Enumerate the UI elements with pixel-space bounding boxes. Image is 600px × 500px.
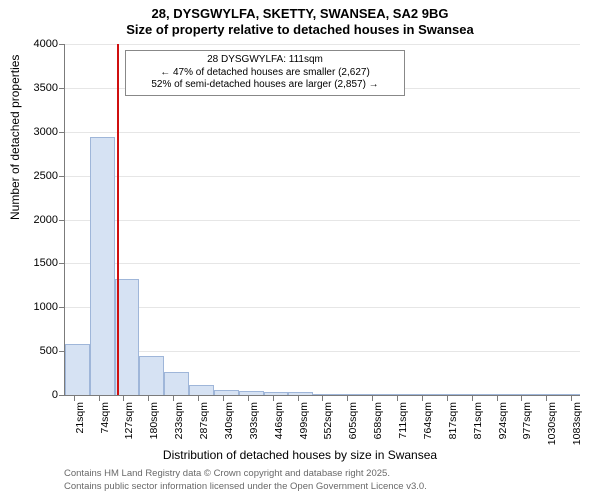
histogram-bar [561, 394, 580, 395]
x-tick [422, 396, 423, 401]
attribution-line2: Contains public sector information licen… [64, 481, 580, 492]
x-tick-label: 1083sqm [571, 402, 583, 462]
x-tick-label: 340sqm [223, 402, 235, 462]
x-tick [223, 396, 224, 401]
y-tick-label: 3000 [8, 126, 58, 138]
annotation-line1: 28 DYSGWYLFA: 111sqm [132, 54, 398, 67]
histogram-bar [487, 394, 512, 395]
y-tick-label: 4000 [8, 38, 58, 50]
plot-area: 28 DYSGWYLFA: 111sqm ← 47% of detached h… [64, 44, 580, 396]
histogram-bar [239, 391, 264, 395]
histogram-bar [264, 392, 289, 395]
x-tick [148, 396, 149, 401]
histogram-bar [462, 394, 487, 395]
x-tick [472, 396, 473, 401]
histogram-bar [214, 390, 239, 395]
x-tick [123, 396, 124, 401]
x-tick-label: 552sqm [322, 402, 334, 462]
grid-line [65, 220, 580, 221]
y-tick-label: 2000 [8, 214, 58, 226]
y-tick [59, 44, 65, 45]
histogram-bar [512, 394, 537, 395]
grid-line [65, 132, 580, 133]
histogram-bar [412, 394, 437, 395]
histogram-bar [536, 394, 561, 395]
x-tick-label: 21sqm [74, 402, 86, 462]
y-tick [59, 132, 65, 133]
x-tick [571, 396, 572, 401]
x-tick-label: 924sqm [497, 402, 509, 462]
chart-title-line1: 28, DYSGWYLFA, SKETTY, SWANSEA, SA2 9BG [0, 6, 600, 21]
x-tick-label: 499sqm [298, 402, 310, 462]
x-tick [273, 396, 274, 401]
grid-line [65, 351, 580, 352]
grid-line [65, 307, 580, 308]
x-tick-label: 180sqm [148, 402, 160, 462]
y-tick-label: 1500 [8, 257, 58, 269]
x-tick [99, 396, 100, 401]
x-tick-label: 233sqm [173, 402, 185, 462]
y-tick-label: 2500 [8, 170, 58, 182]
attribution-line1: Contains HM Land Registry data © Crown c… [64, 468, 580, 479]
x-tick [546, 396, 547, 401]
x-tick [248, 396, 249, 401]
x-tick [347, 396, 348, 401]
x-tick [298, 396, 299, 401]
x-tick [173, 396, 174, 401]
y-tick [59, 220, 65, 221]
x-tick-label: 871sqm [472, 402, 484, 462]
y-tick-label: 3500 [8, 82, 58, 94]
histogram-bar [437, 394, 462, 395]
x-tick-label: 446sqm [273, 402, 285, 462]
y-tick [59, 176, 65, 177]
chart-container: 28, DYSGWYLFA, SKETTY, SWANSEA, SA2 9BG … [0, 0, 600, 500]
x-tick [497, 396, 498, 401]
x-tick [74, 396, 75, 401]
x-tick-label: 711sqm [397, 402, 409, 462]
x-tick [372, 396, 373, 401]
x-tick-label: 1030sqm [546, 402, 558, 462]
x-tick [447, 396, 448, 401]
histogram-bar [338, 394, 363, 395]
x-tick [521, 396, 522, 401]
x-tick-label: 977sqm [521, 402, 533, 462]
histogram-bar [139, 356, 164, 395]
y-tick [59, 307, 65, 308]
histogram-bar [363, 394, 388, 395]
x-tick-label: 393sqm [248, 402, 260, 462]
histogram-bar [90, 137, 115, 395]
x-tick-label: 127sqm [123, 402, 135, 462]
grid-line [65, 263, 580, 264]
y-tick-label: 1000 [8, 301, 58, 313]
histogram-bar [288, 392, 313, 396]
histogram-bar [388, 394, 413, 395]
x-tick-label: 658sqm [372, 402, 384, 462]
histogram-bar [189, 385, 214, 395]
x-tick [397, 396, 398, 401]
chart-title-line2: Size of property relative to detached ho… [0, 22, 600, 37]
y-tick [59, 263, 65, 264]
x-tick-label: 817sqm [447, 402, 459, 462]
y-tick-label: 0 [8, 389, 58, 401]
histogram-bar [164, 372, 189, 395]
x-tick [198, 396, 199, 401]
y-tick-label: 500 [8, 345, 58, 357]
y-tick [59, 88, 65, 89]
x-tick [322, 396, 323, 401]
y-tick [59, 395, 65, 396]
x-tick-label: 74sqm [99, 402, 111, 462]
histogram-bar [65, 344, 90, 395]
grid-line [65, 176, 580, 177]
reference-line [117, 44, 119, 395]
grid-line [65, 44, 580, 45]
histogram-bar [313, 394, 338, 395]
annotation-line2: ← 47% of detached houses are smaller (2,… [132, 67, 398, 80]
annotation-line3: 52% of semi-detached houses are larger (… [132, 79, 398, 92]
x-tick-label: 605sqm [347, 402, 359, 462]
x-tick-label: 287sqm [198, 402, 210, 462]
x-tick-label: 764sqm [422, 402, 434, 462]
annotation-box: 28 DYSGWYLFA: 111sqm ← 47% of detached h… [125, 50, 405, 96]
